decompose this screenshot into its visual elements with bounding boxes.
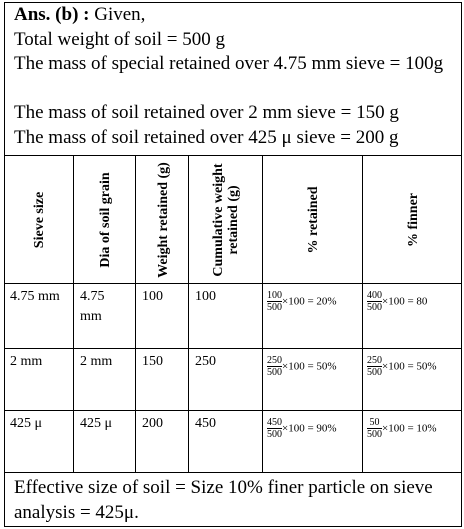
header-label: Weight retained (g)	[138, 161, 188, 279]
table-cell: 450	[188, 410, 262, 472]
cell-text: 150	[142, 354, 163, 369]
header-text: Cumulative weight retained (g)	[211, 163, 241, 277]
cell-text: 425 μ	[80, 416, 113, 431]
numerator: 50	[367, 417, 382, 429]
header-text: Sieve size	[31, 191, 46, 249]
header-label: % retained	[288, 161, 338, 279]
denominator: 500	[267, 302, 282, 313]
table-cell: 425 μ	[73, 410, 135, 472]
table-cell: 150	[135, 348, 188, 410]
table-cell: 200	[135, 410, 188, 472]
intro-line: Ans. (b) : Given,	[14, 3, 145, 28]
header-label: Sieve size	[14, 161, 64, 279]
header-text: % finner	[405, 192, 421, 248]
table-cell: 250	[188, 348, 262, 410]
lead: Given,	[94, 4, 146, 25]
table-cell: 2 mm	[4, 348, 73, 410]
fraction: 250 500	[267, 355, 282, 378]
header-text: Weight retained (g)	[155, 162, 170, 278]
table-cell: 100	[188, 283, 262, 348]
cell-text: 450	[195, 416, 216, 431]
fraction-rest: ×100 = 20%	[282, 295, 337, 308]
intro-line: Total weight of soil = 500 g	[14, 29, 225, 50]
fraction: 450 500	[267, 417, 282, 440]
header-cell: Weight retained (g)	[135, 155, 188, 283]
fraction: 250 500	[367, 355, 382, 378]
rule	[4, 472, 462, 473]
table-cell: 100 500 ×100 = 20%	[262, 283, 362, 348]
table-cell: 425 μ	[4, 410, 73, 472]
fraction-rest: ×100 = 10%	[382, 422, 437, 435]
numerator: 250	[367, 355, 382, 367]
cell-text: 2 mm	[10, 354, 43, 369]
table-cell: 250 500 ×100 = 50%	[362, 348, 462, 410]
intro-line: The mass of soil retained over 2 mm siev…	[14, 102, 399, 123]
header-cell: Cumulative weight retained (g)	[188, 155, 262, 283]
denominator: 500	[267, 367, 282, 378]
numerator: 450	[267, 417, 282, 429]
header-text: Dia of soil grain	[97, 172, 113, 268]
answer-label: Ans. (b) :	[14, 4, 90, 25]
fraction: 100 500	[267, 290, 282, 313]
table-cell: 2 mm	[73, 348, 135, 410]
fraction-rest: ×100 = 50%	[282, 360, 337, 373]
cell-text: 4.75 mm	[80, 289, 105, 324]
cell-text: 425 μ	[10, 416, 43, 431]
header-label: Dia of soil grain	[80, 161, 130, 279]
intro-line: The mass of soil retained over 425 μ sie…	[14, 127, 399, 148]
intro-line: The mass of special retained over 4.75 m…	[14, 53, 444, 74]
denominator: 500	[267, 429, 282, 440]
table-cell: 400 500 ×100 = 80	[362, 283, 462, 348]
header-label: % finner	[388, 161, 438, 279]
fraction: 50 500	[367, 417, 382, 440]
numerator: 400	[367, 290, 382, 302]
cell-text: 200	[142, 416, 163, 431]
numerator: 100	[267, 290, 282, 302]
table-cell: 4.75 mm	[4, 283, 73, 348]
header-cell: Sieve size	[4, 155, 73, 283]
header-label: Cumulative weight retained (g)	[201, 161, 251, 279]
table-cell: 450 500 ×100 = 90%	[262, 410, 362, 472]
denominator: 500	[367, 429, 382, 440]
table-cell: 4.75 mm	[73, 283, 135, 348]
table-cell: 100	[135, 283, 188, 348]
fraction-rest: ×100 = 90%	[282, 422, 337, 435]
header-cell: % finner	[362, 155, 462, 283]
outer-border	[4, 2, 462, 527]
header-cell: Dia of soil grain	[73, 155, 135, 283]
header-text: % retained	[305, 186, 321, 254]
cell-text: 100	[142, 289, 163, 304]
cell-text: 4.75 mm	[10, 289, 60, 304]
denominator: 500	[367, 367, 382, 378]
header-cell: % retained	[262, 155, 362, 283]
cell-text: 2 mm	[80, 354, 113, 369]
conclusion: Effective size of soil = Size 10% finer …	[14, 477, 433, 523]
fraction: 400 500	[367, 290, 382, 313]
table-cell: 250 500 ×100 = 50%	[262, 348, 362, 410]
numerator: 250	[267, 355, 282, 367]
fraction-rest: ×100 = 50%	[382, 360, 437, 373]
denominator: 500	[367, 302, 382, 313]
cell-text: 100	[195, 289, 216, 304]
cell-text: 250	[195, 354, 216, 369]
table-cell: 50 500 ×100 = 10%	[362, 410, 462, 472]
fraction-rest: ×100 = 80	[382, 295, 428, 308]
